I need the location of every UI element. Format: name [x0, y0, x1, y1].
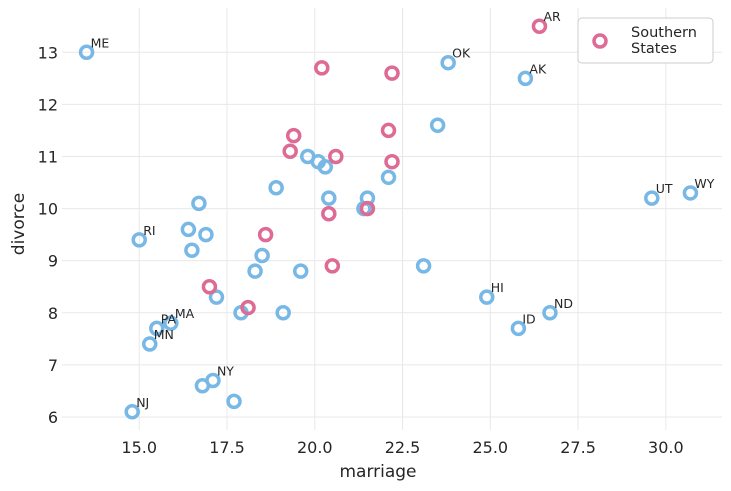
- point-non-southern-states: [429, 117, 446, 133]
- point-southern-states: [257, 226, 274, 243]
- point-label-id: ID: [522, 311, 535, 326]
- point-non-southern-states: [682, 185, 699, 201]
- point-non-southern-states: [479, 289, 495, 305]
- legend-label-line2: States: [631, 41, 677, 57]
- point-label-me: ME: [91, 35, 110, 50]
- axis-ticks: 15.0 17.5 20.0 22.5 25.0 27.5 30.0 6 7 8 9 10 11 12 13: [38, 43, 684, 457]
- y-tick-label: 6: [48, 408, 58, 427]
- point-southern-states: [282, 143, 298, 160]
- point-non-southern-states: [198, 226, 214, 243]
- point-southern-states: [380, 122, 397, 139]
- point-label-wy: WY: [694, 176, 714, 191]
- point-non-southern-states: [292, 263, 309, 279]
- y-tick-label: 8: [48, 304, 58, 323]
- point-non-southern-states: [321, 190, 337, 206]
- point-non-southern-states: [542, 305, 558, 321]
- point-label-pa: PA: [161, 311, 177, 326]
- point-southern-states: [240, 299, 256, 316]
- point-label-ar: AR: [543, 9, 561, 24]
- point-southern-states: [328, 148, 344, 165]
- point-southern-states: [531, 18, 548, 34]
- point-label-nd: ND: [554, 296, 573, 311]
- point-non-southern-states: [191, 195, 207, 212]
- point-southern-states: [285, 127, 302, 144]
- point-label-ny: NY: [217, 364, 234, 379]
- point-label-mn: MN: [154, 327, 174, 342]
- point-non-southern-states: [440, 54, 456, 71]
- y-axis-label: divorce: [9, 193, 29, 255]
- point-non-southern-states: [78, 44, 95, 61]
- data-points: [78, 18, 699, 420]
- point-label-ma: MA: [175, 306, 195, 321]
- point-label-ok: OK: [452, 46, 471, 61]
- point-southern-states: [314, 60, 330, 76]
- legend: Southern States: [577, 17, 714, 64]
- point-southern-states: [384, 65, 400, 81]
- point-non-southern-states: [131, 232, 147, 248]
- point-non-southern-states: [644, 190, 660, 206]
- point-label-hi: HI: [491, 280, 504, 295]
- point-non-southern-states: [268, 179, 284, 196]
- point-non-southern-states: [163, 315, 179, 331]
- point-non-southern-states: [194, 377, 211, 394]
- point-non-southern-states: [317, 159, 334, 175]
- point-non-southern-states: [184, 242, 200, 259]
- point-southern-states: [201, 278, 218, 295]
- legend-box: [577, 17, 714, 64]
- point-southern-states: [321, 206, 337, 222]
- x-tick-label: 27.5: [560, 438, 596, 457]
- point-southern-states: [324, 258, 341, 274]
- legend-label-line1: Southern: [631, 25, 697, 41]
- y-tick-label: 7: [48, 356, 58, 375]
- y-tick-label: 12: [38, 95, 58, 114]
- point-label-ri: RI: [143, 223, 155, 238]
- y-tick-label: 11: [38, 147, 58, 166]
- point-label-ak: AK: [529, 61, 547, 76]
- x-tick-label: 17.5: [209, 438, 245, 457]
- point-non-southern-states: [124, 404, 140, 420]
- point-non-southern-states: [510, 320, 527, 337]
- x-tick-label: 15.0: [121, 438, 157, 457]
- point-non-southern-states: [142, 336, 158, 352]
- x-tick-label: 22.5: [385, 438, 421, 457]
- point-non-southern-states: [415, 258, 432, 274]
- x-tick-label: 25.0: [472, 438, 508, 457]
- x-tick-label: 20.0: [297, 438, 333, 457]
- y-tick-label: 10: [38, 200, 58, 219]
- point-non-southern-states: [275, 305, 291, 321]
- point-southern-states: [359, 200, 376, 217]
- x-axis-label: marriage: [339, 462, 416, 482]
- grid: [62, 8, 722, 430]
- point-label-nj: NJ: [136, 395, 149, 410]
- y-tick-label: 13: [38, 43, 58, 62]
- x-tick-label: 30.0: [648, 438, 684, 457]
- point-non-southern-states: [517, 70, 534, 87]
- point-non-southern-states: [247, 263, 263, 279]
- point-non-southern-states: [208, 289, 225, 305]
- point-non-southern-states: [180, 221, 197, 238]
- point-non-southern-states: [149, 320, 165, 337]
- point-non-southern-states: [226, 393, 242, 410]
- point-label-ut: UT: [656, 181, 673, 196]
- y-tick-label: 9: [48, 252, 58, 271]
- point-southern-states: [384, 153, 400, 170]
- point-non-southern-states: [254, 247, 270, 264]
- point-non-southern-states: [380, 169, 397, 186]
- legend-marker-southern: [592, 33, 608, 49]
